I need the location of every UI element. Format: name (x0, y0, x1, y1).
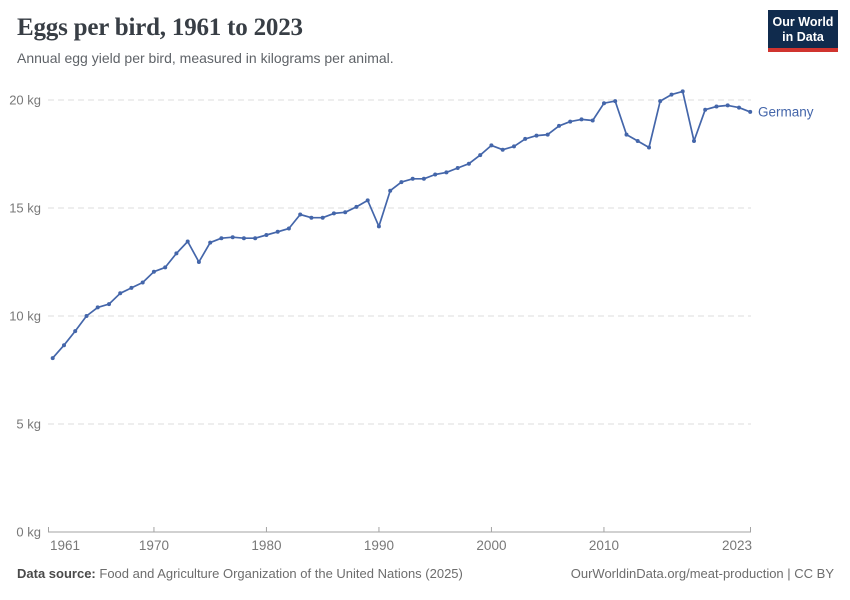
data-point (275, 229, 280, 234)
data-point (466, 161, 471, 166)
data-point (523, 136, 528, 141)
data-point (286, 226, 291, 231)
data-point (151, 269, 156, 274)
data-point (500, 147, 505, 152)
data-point (478, 153, 483, 158)
data-point (73, 329, 78, 334)
data-point (455, 166, 460, 170)
data-point (129, 285, 134, 290)
owid-logo: Our World in Data (768, 10, 838, 52)
data-point (163, 265, 168, 270)
data-point (590, 118, 595, 123)
data-point (421, 176, 426, 181)
data-point (376, 224, 381, 229)
data-point (230, 235, 235, 240)
data-point (354, 204, 359, 209)
data-source: Data source: Food and Agriculture Organi… (17, 566, 463, 581)
data-point (669, 92, 674, 97)
data-source-label: Data source: (17, 566, 96, 581)
data-point (748, 109, 753, 114)
chart-subtitle: Annual egg yield per bird, measured in k… (17, 50, 394, 66)
data-point (84, 314, 89, 318)
series-line-germany (51, 90, 752, 359)
data-point (410, 176, 415, 181)
data-point (489, 143, 494, 148)
data-point (219, 236, 224, 241)
data-point (331, 211, 336, 216)
data-point (703, 107, 708, 112)
owid-logo-line2: in Data (782, 29, 824, 44)
data-point (140, 280, 145, 285)
data-point (399, 180, 404, 185)
data-point (557, 123, 561, 128)
y-axis-tick-label: 20 kg (9, 93, 41, 108)
data-point (95, 305, 100, 310)
y-axis-tick-label: 5 kg (16, 417, 41, 432)
data-point (737, 105, 741, 110)
data-point (196, 260, 201, 264)
data-point (264, 233, 269, 237)
x-axis-tick-label: 2000 (476, 538, 506, 553)
data-point (545, 132, 550, 137)
data-point (309, 215, 314, 220)
data-point (635, 139, 640, 143)
data-point (185, 239, 190, 244)
data-point (253, 236, 258, 241)
x-axis-tick-label: 1961 (50, 538, 80, 553)
data-point (624, 132, 629, 137)
data-point (320, 215, 325, 220)
data-point (658, 99, 663, 104)
x-axis-tick-label: 1990 (364, 538, 394, 553)
x-axis-tick-label: 2023 (722, 538, 752, 553)
y-axis-tick-label: 0 kg (16, 525, 41, 540)
data-source-text: Food and Agriculture Organization of the… (99, 566, 463, 581)
y-axis-tick-label: 10 kg (9, 309, 41, 324)
data-point (365, 198, 370, 203)
line-chart: 0 kg 5 kg 10 kg 15 kg 20 kg 1961 1970 1980 1990 2… (9, 89, 814, 553)
x-axis-tick-label: 2010 (589, 538, 619, 553)
data-point (241, 236, 246, 241)
data-point (298, 212, 303, 217)
data-point (512, 144, 516, 149)
data-point (433, 172, 438, 177)
data-point (444, 170, 449, 175)
data-point (579, 117, 584, 122)
data-point (174, 251, 179, 256)
data-point (568, 119, 573, 124)
data-point (107, 302, 111, 307)
data-point (62, 343, 66, 348)
data-point (602, 101, 606, 106)
data-point (714, 104, 719, 109)
data-point (534, 133, 539, 138)
data-point (680, 89, 685, 94)
series-label: Germany (758, 104, 814, 119)
data-point (50, 356, 55, 361)
y-axis-tick-label: 15 kg (9, 201, 41, 216)
data-point (388, 188, 393, 193)
data-point (343, 210, 348, 215)
page-title: Eggs per bird, 1961 to 2023 (17, 14, 303, 41)
attribution-text: OurWorldinData.org/meat-production | CC … (570, 566, 834, 581)
chart-footer: Data source: Food and Agriculture Organi… (0, 566, 850, 581)
x-axis-tick-label: 1980 (251, 538, 281, 553)
x-axis-tick-label: 1970 (139, 538, 169, 553)
owid-logo-line1: Our World (772, 15, 834, 29)
data-point (692, 139, 696, 143)
data-point (118, 291, 123, 296)
data-point (208, 240, 213, 245)
data-point (725, 103, 730, 108)
data-point (613, 99, 618, 104)
data-point (647, 145, 651, 150)
